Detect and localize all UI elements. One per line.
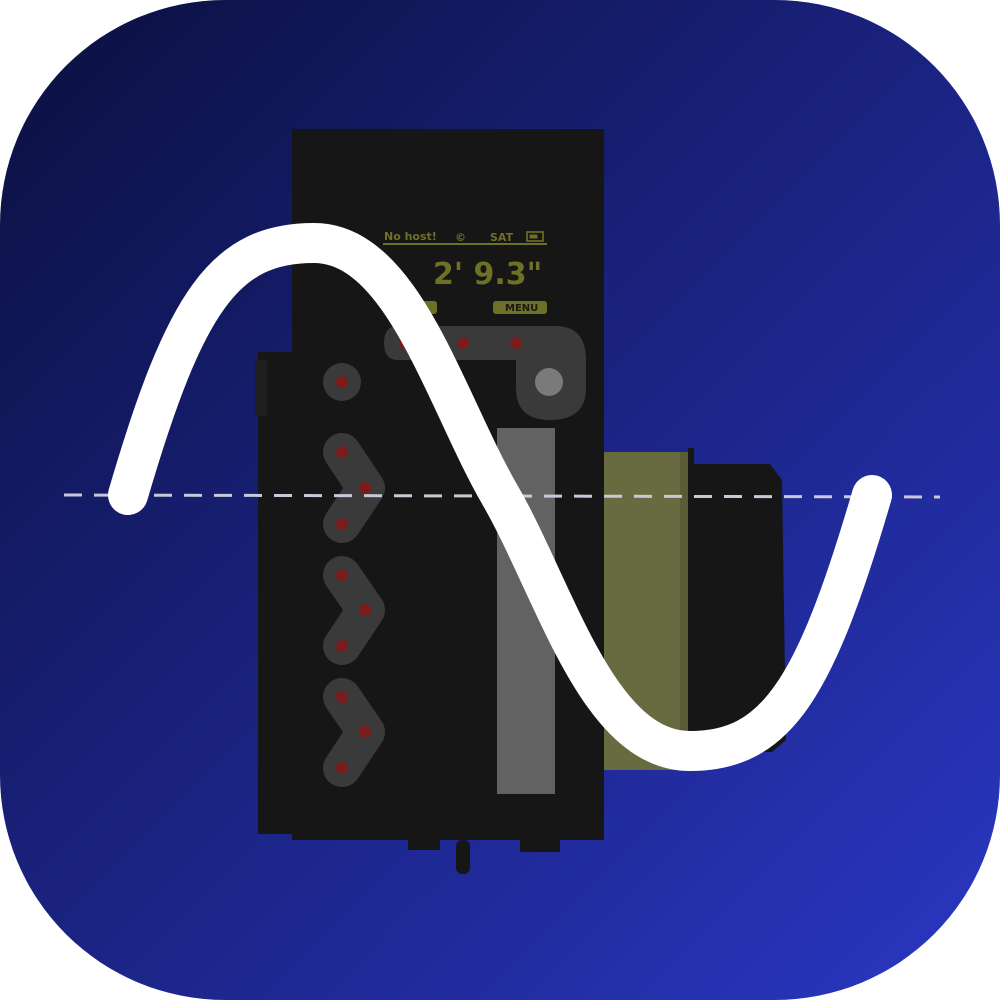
sine-wave-icon	[108, 223, 892, 771]
side-knob	[255, 360, 267, 416]
oled-menu-softkey	[493, 301, 547, 314]
top-control-knob	[535, 368, 563, 396]
menu-softkey-label: MENU	[505, 303, 538, 314]
led-top-3	[510, 337, 522, 349]
led-top-2	[457, 337, 469, 349]
record-icon: ©	[455, 231, 466, 244]
bottom-connector	[456, 840, 470, 874]
distance-readout: 2' 9.3"	[433, 257, 542, 292]
chevron-group-2	[323, 556, 385, 665]
chevron-group-1	[323, 433, 385, 543]
chevron-group-3	[323, 678, 385, 787]
device-illustration: No host! © SAT 2' 9.3" MENU	[255, 129, 786, 874]
oled-divider	[383, 243, 547, 245]
motor-cap	[688, 448, 786, 770]
sat-label: SAT	[490, 231, 514, 244]
battery-icon	[526, 231, 544, 242]
oled-status-text: No host!	[384, 230, 437, 243]
oled-display: No host! © SAT 2' 9.3" MENU	[383, 230, 547, 314]
wave-baseline	[63, 493, 941, 499]
left-button-led	[336, 376, 348, 388]
